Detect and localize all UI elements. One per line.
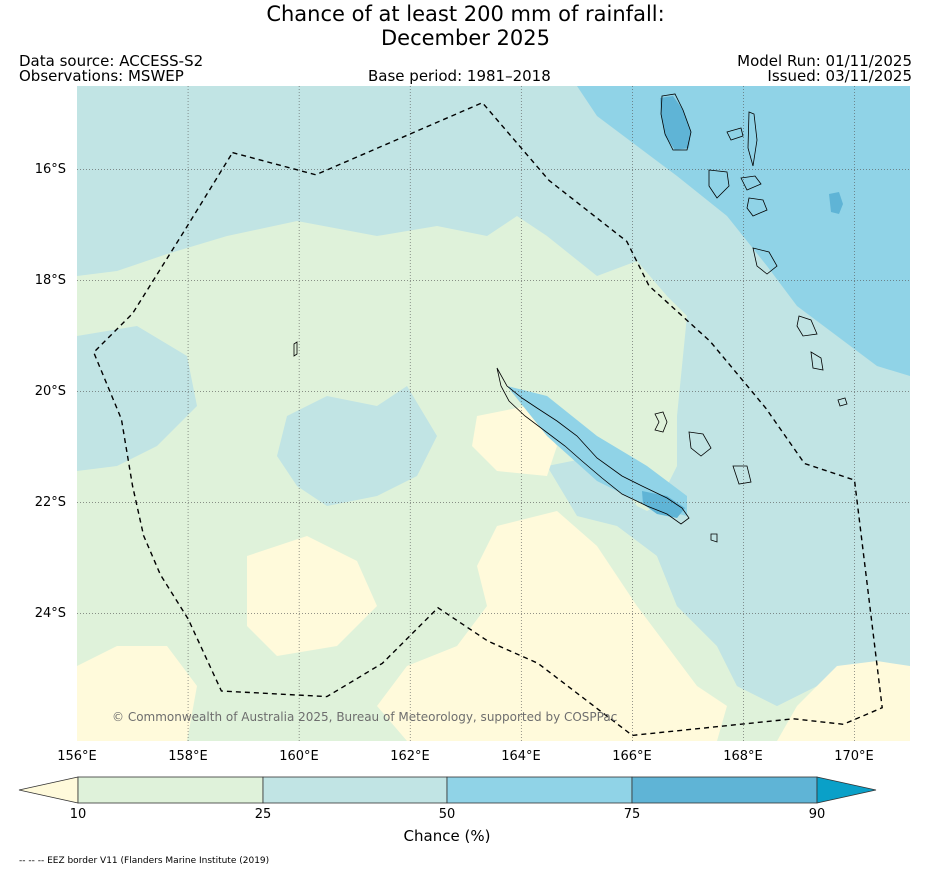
- loyalty-island-3: [732, 465, 752, 485]
- colorbar-tick-75: 75: [623, 807, 641, 822]
- colorbar-tick-50: 50: [438, 807, 456, 822]
- colorbar-segment-below-10: [18, 776, 79, 804]
- model-run-label: Model Run: 01/11/2025: [737, 52, 912, 70]
- region-below-10-se: [777, 661, 910, 741]
- vanuatu-island-3: [726, 127, 744, 141]
- new-caledonia-coastline: [496, 367, 690, 525]
- region-50-75-strip: [507, 386, 687, 516]
- colorbar-segment-50-75: [446, 776, 633, 804]
- lon-tick-164e: 164°E: [501, 749, 541, 764]
- loyalty-island-2: [688, 431, 712, 457]
- vanuatu-island-8: [796, 315, 818, 337]
- isle-of-pines: [710, 533, 718, 543]
- region-25-50-lobe-west: [77, 326, 197, 471]
- vanuatu-island-1: [660, 93, 692, 151]
- colorbar-segment-10-25: [77, 776, 264, 804]
- matthew-island: [837, 397, 848, 407]
- colorbar-title: Chance (%): [403, 827, 491, 845]
- colorbar-tick-25: 25: [254, 807, 272, 822]
- vanuatu-island-6: [746, 197, 768, 217]
- lon-tick-170e: 170°E: [834, 749, 874, 764]
- region-75-90-east: [829, 192, 843, 214]
- lon-tick-156e: 156°E: [57, 749, 97, 764]
- vanuatu-island-5: [740, 175, 762, 191]
- lon-tick-160e: 160°E: [279, 749, 319, 764]
- loyalty-island-1: [654, 411, 668, 433]
- issued-label: Issued: 03/11/2025: [767, 67, 912, 85]
- map-title-line2: December 2025: [380, 26, 550, 50]
- region-25-50-south: [547, 456, 910, 706]
- map-title-line1: Chance of at least 200 mm of rainfall:: [266, 2, 665, 26]
- colorbar: [18, 776, 877, 804]
- lat-tick-18s: 18°S: [34, 273, 66, 288]
- lon-tick-166e: 166°E: [612, 749, 652, 764]
- lon-tick-162e: 162°E: [390, 749, 430, 764]
- lon-tick-158e: 158°E: [168, 749, 208, 764]
- rainfall-probability-map: © Commonwealth of Australia 2025, Bureau…: [77, 86, 910, 741]
- colorbar-tick-10: 10: [69, 807, 87, 822]
- observations-label: Observations: MSWEP: [19, 67, 184, 85]
- region-75-90-south: [642, 491, 685, 518]
- colorbar-segment-above-90: [816, 776, 877, 804]
- eez-border-footnote: -- -- -- EEZ border V11 (Flanders Marine…: [19, 856, 270, 866]
- chesterfield-island: [293, 341, 298, 357]
- graticule: [77, 86, 910, 741]
- colorbar-tick-90: 90: [808, 807, 826, 822]
- region-below-10-south: [377, 511, 727, 741]
- region-75-90-north: [660, 96, 691, 150]
- region-below-10-central: [247, 536, 377, 656]
- lat-tick-22s: 22°S: [34, 495, 66, 510]
- lon-tick-168e: 168°E: [723, 749, 763, 764]
- lat-tick-24s: 24°S: [34, 606, 66, 621]
- vanuatu-island-7: [752, 247, 778, 275]
- base-period-label: Base period: 1981–2018: [368, 67, 551, 85]
- colorbar-segment-25-50: [262, 776, 448, 804]
- coastlines: [293, 93, 848, 543]
- vanuatu-island-4: [708, 169, 730, 199]
- eez-border-line: [92, 101, 883, 737]
- region-25-50-lobe: [277, 386, 437, 506]
- copyright-notice: © Commonwealth of Australia 2025, Bureau…: [112, 710, 617, 724]
- vanuatu-island-9: [810, 351, 824, 371]
- vanuatu-island-2: [747, 111, 758, 167]
- colorbar-segment-75-90: [631, 776, 818, 804]
- region-below-10-east: [472, 406, 557, 476]
- lat-tick-20s: 20°S: [34, 384, 66, 399]
- data-source-label: Data source: ACCESS-S2: [19, 52, 204, 70]
- region-below-10-sw: [77, 646, 197, 741]
- lat-tick-16s: 16°S: [34, 162, 66, 177]
